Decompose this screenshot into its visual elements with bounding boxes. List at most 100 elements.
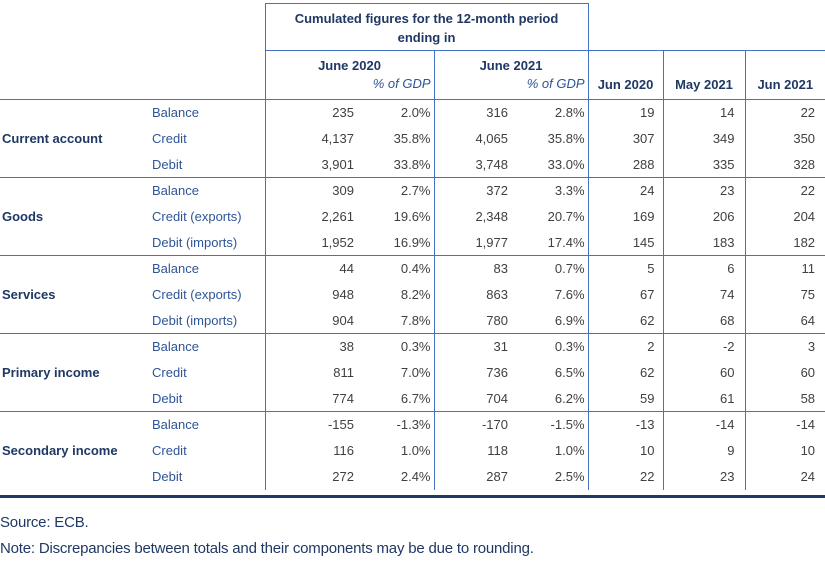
value-cell: 6.9% [554,312,585,328]
column-group-june-2020: June 2020 % of GDP [264,50,435,100]
value-cell: 948 [264,281,362,308]
value-cell: 118 [433,437,516,464]
value-cell: 33.8% [393,156,431,172]
value-cell: -155 [264,411,362,438]
value-cell: 2,348 [433,203,516,230]
value-cell: 8.2% [400,287,431,302]
table-row: Debit 272 2.4% 287 2.5% 22 23 24 [0,463,825,490]
value-cell: 9 [662,437,746,464]
header-row-columns: June 2020 % of GDP June 2021 % of GDP Ju… [0,50,825,100]
table-row: Debit 3,901 33.8% 3,748 33.0% 288 335 328 [0,151,825,178]
value-cell: 287 [433,463,516,490]
value-cell: 74 [662,281,746,308]
value-cell: 350 [744,125,825,152]
value-cell: 22 [744,99,825,126]
table-row: Balance 235 2.0% 316 2.8% 19 14 22 [0,99,825,126]
category-label [0,255,148,282]
value-cell: 68 [662,307,746,334]
value-cell: 1,952 [264,229,362,256]
value-cell: 61 [662,385,746,412]
value-cell: 206 [662,203,746,230]
category-label [0,177,148,204]
value-cell: 2.4% [400,469,431,484]
value-cell: 1,977 [433,229,516,256]
value-cell: 736 [433,359,516,386]
row-label: Balance [148,177,265,204]
column-group-label: June 2021 [479,58,543,73]
table-row: Primary income Credit 811 7.0% 736 6.5% 62 60 60 [0,359,825,386]
table-header: Cumulated figures for the 12-month perio… [0,3,825,100]
table-footer: Source: ECB. Note: Discrepancies between… [0,510,825,562]
value-cell: -1.5% [516,411,589,438]
row-label: Balance [148,333,265,360]
table-row: Services Credit (exports) 948 8.2% 863 7.6% 67… [0,281,825,308]
value-cell: 19 [587,99,664,126]
category-label [0,99,148,126]
value-cell: 33.0% [547,156,585,172]
row-label: Debit (imports) [152,234,238,250]
row-label: Debit [152,469,183,484]
value-cell: 67 [587,281,664,308]
column-group-june-2021: June 2021 % of GDP [433,50,589,100]
value-cell: 31 [433,333,516,360]
category-label: Current account [2,131,103,146]
value-cell: 17.4% [547,234,585,250]
row-label: Balance [148,411,265,438]
rounding-note: Note: Discrepancies between totals and t… [0,539,534,557]
table-row: Balance 38 0.3% 31 0.3% 2 -2 3 [0,333,825,360]
value-cell: -1.3% [362,411,434,438]
value-cell: 10 [587,437,664,464]
value-cell: 307 [587,125,664,152]
value-cell: 20.7% [547,209,585,224]
value-cell: 2.0% [362,99,434,126]
value-cell: 4,065 [433,125,516,152]
value-cell: 3.3% [516,177,589,204]
value-cell: 116 [264,437,362,464]
value-cell: 0.7% [516,255,589,282]
value-cell: 288 [587,151,664,178]
value-cell: 6.5% [554,365,585,380]
row-label: Debit (imports) [152,312,238,328]
category-label: Primary income [2,365,100,380]
value-cell: 44 [264,255,362,282]
category-label: Secondary income [2,443,118,458]
value-cell: 2 [587,333,664,360]
value-cell: 35.8% [547,131,585,146]
column-group-label: June 2020 [318,58,381,73]
value-cell: 328 [744,151,825,178]
value-cell: 10 [744,437,825,464]
value-cell: 2,261 [264,203,362,230]
category-label [0,411,148,438]
category-label [0,386,148,412]
category-label: Goods [2,209,44,224]
value-cell: 24 [744,463,825,490]
percent-of-gdp-label: % of GDP [526,76,585,91]
table-body: Balance 235 2.0% 316 2.8% 19 14 22 Current accou… [0,99,825,490]
column-header-jun-2020: Jun 2020 [587,50,664,100]
value-cell: 6 [662,255,746,282]
value-cell: 35.8% [393,131,431,146]
value-cell: 83 [433,255,516,282]
table-row: Goods Credit (exports) 2,261 19.6% 2,348 20.7… [0,203,825,230]
row-label: Credit (exports) [152,209,242,224]
category-label [0,230,148,256]
value-cell: 0.3% [516,333,589,360]
value-cell: 22 [744,177,825,204]
value-cell: 60 [744,359,825,386]
row-label: Credit [152,365,187,380]
value-cell: 1.0% [554,443,585,458]
value-cell: 774 [264,385,362,412]
row-label: Debit [152,156,183,172]
value-cell: 75 [744,281,825,308]
value-cell: 863 [433,281,516,308]
header-spacer [588,4,825,51]
value-cell: -14 [662,411,746,438]
row-label: Credit [152,131,187,146]
value-cell: 904 [264,307,362,334]
row-label: Credit [152,443,187,458]
category-label [0,464,148,490]
row-label: Credit (exports) [152,287,242,302]
value-cell: 23 [662,463,746,490]
value-cell: 16.9% [393,234,431,250]
category-label [0,308,148,334]
